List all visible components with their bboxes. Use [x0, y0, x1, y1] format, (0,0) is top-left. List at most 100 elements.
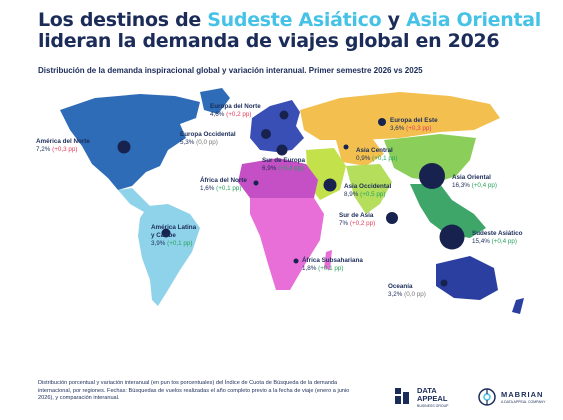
mabrian-sub: A DATA APPEAL COMPANY [501, 400, 546, 404]
subtitle: Distribución de la demanda inspiracional… [38, 66, 423, 75]
bubble-sur-de-europa [276, 144, 288, 156]
label-name: América Latina [151, 224, 197, 231]
label-share: 7,2% [36, 146, 51, 153]
region-america-del-norte [60, 94, 200, 190]
label-name: Asia Oriental [452, 174, 491, 181]
title-highlight-sudeste: Sudeste Asiático [207, 9, 382, 31]
label-share: 1,8% [302, 265, 317, 272]
label-change: (0,0 pp) [196, 139, 218, 146]
bubble-oceania [440, 279, 448, 287]
label-share: 3,6% [390, 125, 405, 132]
label-change: (+0,1 pp) [216, 185, 242, 192]
page-title: Los destinos de Sudeste Asiático y Asia … [38, 10, 558, 52]
label-asia-occidental: Asia Occidental 8,9% (+0,5 pp) [344, 183, 391, 199]
label-share: 3,9% [151, 240, 166, 247]
label-name: Sudeste Asiático [472, 230, 523, 237]
label-change: (+0,1 pp) [318, 265, 344, 272]
data-appeal-logo-icon [395, 388, 409, 404]
label-sur-de-asia: Sur de Asia 7% (+0,2 pp) [339, 212, 375, 228]
title-text: Los destinos de [38, 9, 208, 31]
region-sur-de-asia [346, 164, 392, 214]
title-text-conj: y [381, 9, 407, 31]
label-change: (+0,5 pp) [360, 191, 386, 198]
label-name: Sur de Europa [262, 157, 306, 164]
footnote: Distribución porcentual y variación inte… [38, 380, 350, 401]
region-oceania [436, 256, 498, 300]
label-change: (0,0 pp) [404, 291, 426, 298]
label-change: (+0,4 pp) [491, 238, 517, 245]
label-america-latina: América Latina y Caribe 3,9% (+0,1 pp) [151, 224, 196, 248]
bubble-sudeste-asiatico [439, 224, 465, 250]
label-africa-del-norte: África del Norte 1,6% (+0,1 pp) [200, 177, 247, 193]
label-name: Europa del Este [390, 117, 438, 124]
region-nueva-zelanda [512, 298, 524, 314]
label-change: (+0,3 pp) [406, 125, 432, 132]
data-appeal-logo-text: DATA APPEAL [417, 387, 447, 403]
bubble-sur-de-asia [386, 212, 398, 224]
label-change: (+0,1 pp) [372, 155, 398, 162]
label-sur-de-europa: Sur de Europa 6,9% (+0,4 pp) [262, 157, 305, 173]
region-asia-central [336, 138, 384, 166]
label-europa-del-norte: Europa del Norte 4,6% (+0,2 pp) [210, 103, 261, 119]
region-madagascar [324, 250, 332, 270]
label-name-line-2: y Caribe [151, 232, 176, 239]
label-name: Oceanía [388, 283, 413, 290]
label-asia-central: Asia Central 0,9% (+0,1 pp) [356, 147, 398, 163]
bubble-asia-central [343, 144, 349, 150]
label-share: 3,2% [388, 291, 403, 298]
label-share: 15,4% [472, 238, 490, 245]
label-share: 7% [339, 220, 349, 227]
label-name: Asia Occidental [344, 183, 392, 190]
label-share: 5,3% [180, 139, 195, 146]
region-africa-subsahariana [250, 198, 324, 290]
label-share: 16,3% [452, 182, 470, 189]
bubble-europa-del-norte [279, 110, 289, 120]
label-sudeste-asiatico: Sudeste Asiático 15,4% (+0,4 pp) [472, 230, 523, 246]
label-europa-del-este: Europa del Este 3,6% (+0,3 pp) [390, 117, 438, 133]
label-name: Sur de Asia [339, 212, 374, 219]
title-line-2: lideran la demanda de viajes global en 2… [38, 30, 500, 52]
data-appeal-logo: DATA APPEAL BUSINESS GROUP [395, 386, 465, 410]
region-centroamerica [118, 188, 150, 212]
label-name: África del Norte [200, 177, 247, 184]
label-change: (+0,4 pp) [471, 182, 497, 189]
label-change: (+0,2 pp) [226, 111, 252, 118]
label-share: 1,6% [200, 185, 215, 192]
label-name: Europa Occidental [180, 131, 236, 138]
label-name: África Subsahariana [302, 257, 363, 264]
bubble-america-del-norte [117, 140, 131, 154]
bubble-africa-del-norte [253, 180, 259, 186]
label-europa-occidental: Europa Occidental 5,3% (0,0 pp) [180, 131, 236, 147]
bubble-europa-occidental [261, 129, 271, 139]
region-asia-oriental [384, 134, 476, 182]
bubble-africa-subsahariana [293, 258, 299, 264]
region-groenlandia [200, 88, 230, 114]
mabrian-logo-icon [478, 388, 496, 406]
label-asia-oriental: Asia Oriental 16,3% (+0,4 pp) [452, 174, 497, 190]
bubble-asia-oriental [419, 163, 445, 189]
bubble-asia-occidental [323, 178, 337, 192]
data-appeal-line-2: APPEAL [417, 394, 448, 403]
label-america-del-norte: América del Norte 7,2% (+0,3 pp) [36, 138, 90, 154]
label-share: 4,6% [210, 111, 225, 118]
region-america-latina [138, 204, 200, 306]
mabrian-logo-text: MABRIAN [501, 390, 544, 399]
label-change: (+0,1 pp) [167, 240, 193, 247]
label-change: (+0,2 pp) [349, 220, 376, 227]
label-name: Europa del Norte [210, 103, 261, 110]
bubble-europa-del-este [378, 118, 386, 126]
region-africa-del-norte [238, 158, 318, 202]
label-africa-subsahariana: África Subsahariana 1,8% (+0,1 pp) [302, 257, 363, 273]
label-share: 8,9% [344, 191, 359, 198]
mabrian-logo: MABRIAN A DATA APPEAL COMPANY [478, 386, 558, 410]
region-europa [250, 100, 304, 152]
label-share: 0,9% [356, 155, 371, 162]
data-appeal-line-1: DATA [417, 386, 437, 395]
region-europa-del-este [300, 92, 500, 140]
label-name: América del Norte [36, 138, 90, 145]
bubble-america-latina [161, 228, 171, 238]
title-highlight-oriental: Asia Oriental [406, 9, 541, 31]
label-name: Asia Central [356, 147, 393, 154]
region-sudeste-asiatico [410, 184, 486, 238]
